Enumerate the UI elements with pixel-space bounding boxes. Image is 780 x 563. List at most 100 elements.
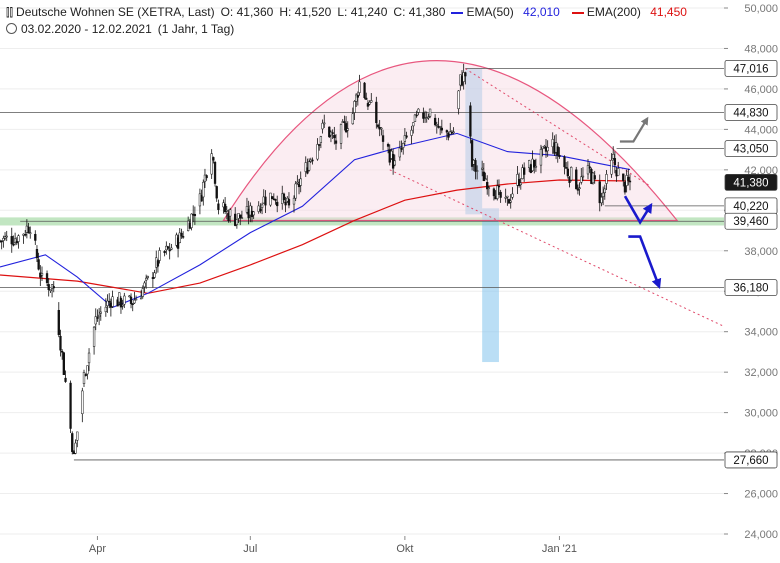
candle-body bbox=[82, 371, 86, 385]
candle-body bbox=[452, 131, 455, 134]
candle-body bbox=[617, 168, 620, 176]
price-level-lines bbox=[0, 67, 724, 461]
candle-body bbox=[546, 147, 549, 152]
candle-body bbox=[64, 377, 67, 382]
candle-body bbox=[440, 127, 443, 131]
candle-body bbox=[323, 122, 326, 125]
x-tick-label: Okt bbox=[396, 543, 413, 555]
candle-body bbox=[166, 246, 170, 249]
date-range: 03.02.2020 - 12.02.2021 bbox=[21, 22, 152, 36]
candle-body bbox=[517, 179, 521, 186]
candle-body bbox=[223, 203, 227, 213]
candle-body bbox=[203, 174, 207, 182]
candle-body bbox=[134, 298, 138, 301]
y-tick-label: 42,000 bbox=[744, 165, 778, 177]
x-axis: Apr Jul Okt Jan '21 bbox=[89, 536, 577, 555]
y-tick-label: 50,000 bbox=[744, 3, 778, 15]
price-label-text: 36,180 bbox=[733, 283, 768, 295]
candle-body bbox=[586, 165, 590, 175]
candle-body bbox=[37, 259, 40, 270]
candle-body bbox=[92, 326, 96, 347]
y-tick-label: 48,000 bbox=[744, 43, 778, 55]
x-tick-label: Jul bbox=[243, 543, 257, 555]
scenario-arrows bbox=[619, 116, 662, 289]
candle-body bbox=[57, 309, 60, 336]
candle-body bbox=[193, 213, 197, 217]
y-tick-label: 46,000 bbox=[744, 84, 778, 96]
candle-body bbox=[252, 211, 255, 216]
x-tick-label: Jan '21 bbox=[542, 543, 577, 555]
ema-lines bbox=[0, 132, 631, 309]
candle-body bbox=[351, 113, 354, 125]
level-price-label: 40,220 bbox=[724, 197, 778, 215]
candle-body bbox=[3, 236, 7, 239]
candle-body bbox=[190, 213, 193, 228]
current-price-label: 41,380 bbox=[724, 173, 778, 191]
y-tick-label: 26,000 bbox=[744, 489, 778, 501]
candle-body bbox=[40, 273, 44, 276]
candle-body bbox=[319, 136, 323, 143]
ema50-swatch bbox=[451, 11, 464, 14]
candle-body bbox=[398, 147, 401, 158]
candle-body bbox=[269, 192, 272, 206]
candle-body bbox=[628, 180, 632, 183]
candle-body bbox=[81, 390, 84, 414]
candle-body bbox=[111, 296, 114, 307]
candle-body bbox=[523, 167, 526, 175]
candle-body bbox=[422, 112, 425, 119]
legend-ema50: EMA(50) 42,010 bbox=[451, 5, 565, 19]
candle-body bbox=[59, 335, 62, 351]
candle-body bbox=[123, 295, 126, 305]
candle-body bbox=[380, 127, 383, 130]
low-value: L: 41,240 bbox=[337, 5, 388, 19]
candle-body bbox=[623, 181, 627, 193]
candle-body bbox=[462, 72, 465, 82]
candle-body bbox=[400, 147, 403, 150]
candle-body bbox=[52, 286, 55, 289]
close-value: C: 41,380 bbox=[393, 5, 446, 19]
candle-body bbox=[163, 250, 166, 254]
candle-body bbox=[539, 149, 543, 166]
candle-body bbox=[528, 160, 531, 168]
candle-body bbox=[428, 108, 432, 117]
candle-body bbox=[29, 232, 32, 234]
price-label-text: 47,016 bbox=[733, 63, 768, 75]
candle-body bbox=[212, 157, 215, 161]
price-label-box bbox=[724, 279, 778, 296]
candle-body bbox=[492, 188, 496, 197]
candle-body bbox=[97, 314, 101, 318]
candle-body bbox=[225, 209, 228, 212]
gray-scenario-arrow bbox=[619, 116, 649, 143]
candle-body bbox=[519, 182, 522, 185]
candle-body bbox=[96, 317, 99, 319]
price-label-box bbox=[724, 173, 778, 191]
highlight-box bbox=[482, 208, 499, 363]
candle-body bbox=[62, 352, 65, 375]
candle-body bbox=[292, 197, 296, 205]
ema200-swatch bbox=[571, 11, 584, 14]
candle-body bbox=[76, 431, 79, 441]
candle-body bbox=[145, 277, 148, 281]
candle-body bbox=[282, 193, 286, 201]
interval-label: (1 Jahr, 1 Tag) bbox=[157, 22, 235, 36]
candle-body bbox=[600, 196, 603, 204]
candle-body bbox=[47, 284, 50, 291]
chart-header: ⫿⫿ Deutsche Wohnen SE (XETRA, Last) O: 41,… bbox=[6, 4, 699, 37]
candle-body bbox=[131, 303, 134, 305]
open-value: O: 41,360 bbox=[220, 5, 274, 19]
candle-body bbox=[375, 101, 378, 124]
candle-body bbox=[447, 133, 450, 138]
blue-scenario-arrow bbox=[628, 235, 662, 289]
candle-body bbox=[412, 122, 415, 127]
y-tick-label: 38,000 bbox=[744, 246, 778, 258]
candle-body bbox=[613, 158, 617, 166]
candle-body bbox=[181, 236, 185, 238]
candle-body bbox=[499, 191, 502, 198]
high-value: H: 41,520 bbox=[279, 5, 332, 19]
candle-body bbox=[158, 250, 161, 261]
candle-body bbox=[128, 295, 131, 298]
candle-body bbox=[386, 144, 390, 147]
candle-body bbox=[121, 304, 124, 307]
candle-body bbox=[565, 167, 568, 169]
